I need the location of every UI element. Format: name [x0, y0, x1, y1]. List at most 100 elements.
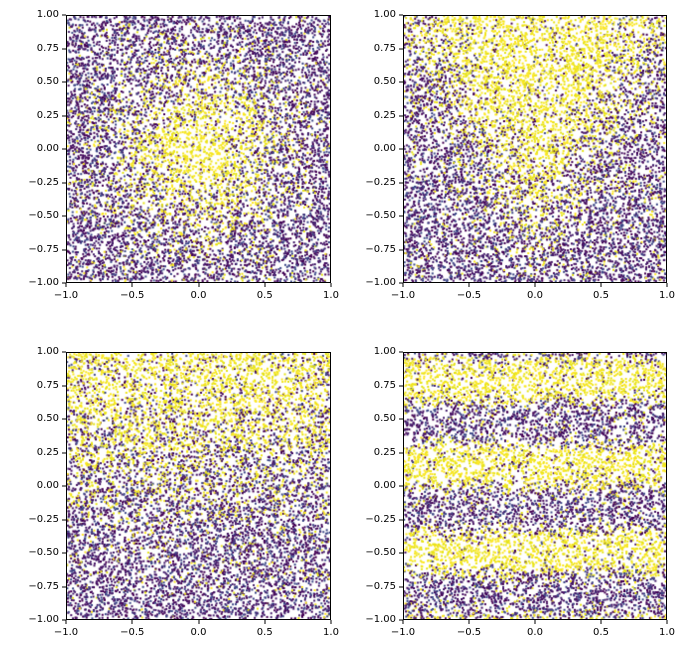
subplot-top-right: −1.00 −0.75 −0.50 −0.25 0.00 0.25 0.50 0.75 1.00…: [365, 10, 675, 301]
y-tick-label: −0.50: [28, 547, 59, 558]
y-tick-mark: [62, 552, 66, 554]
y-tick-mark: [399, 586, 403, 587]
y-tick-label: −0.50: [365, 547, 396, 558]
y-tick-mark: [62, 351, 66, 353]
y-tick-mark: [62, 81, 66, 83]
x-tick-mark: [534, 283, 536, 287]
x-tick-label: 1.0: [323, 290, 339, 301]
y-tick-label: −1.00: [365, 614, 396, 625]
x-tick-mark: [264, 283, 266, 287]
x-tick-mark: [264, 620, 266, 624]
y-tick-mark: [62, 519, 66, 520]
x-tick-label: −1.0: [53, 627, 79, 638]
y-tick-label: −0.50: [28, 210, 59, 221]
scatter-plot-top-left: [66, 15, 331, 283]
x-tick-mark: [198, 620, 199, 624]
scatter-plot-bottom-right: [403, 352, 667, 620]
y-tick-mark: [62, 48, 66, 49]
y-tick-mark: [399, 552, 403, 554]
x-tick-label: 1.0: [659, 627, 675, 638]
y-tick-label: −0.25: [365, 513, 396, 525]
y-tick-label: 1.00: [373, 9, 396, 20]
y-tick-label: 0.25: [36, 446, 59, 458]
y-tick-label: 0.50: [36, 76, 59, 87]
y-tick-mark: [399, 182, 403, 183]
x-tick-mark: [65, 283, 67, 287]
y-tick-mark: [399, 215, 403, 217]
y-tick-mark: [62, 215, 66, 217]
x-tick-label: 0.5: [256, 290, 273, 301]
y-tick-label: −0.50: [365, 210, 396, 221]
y-tick-mark: [399, 249, 403, 250]
y-tick-label: 1.00: [36, 9, 59, 20]
y-tick-mark: [399, 81, 403, 83]
x-tick-label: −1.0: [390, 290, 416, 301]
y-tick-mark: [62, 115, 66, 116]
y-tick-mark: [399, 418, 403, 420]
y-tick-mark: [62, 452, 66, 453]
y-tick-mark: [62, 385, 66, 386]
y-tick-mark: [399, 14, 403, 16]
x-tick-mark: [402, 620, 404, 624]
x-tick-mark: [330, 620, 332, 624]
x-tick-label: −0.5: [120, 627, 145, 638]
x-tick-label: 0.5: [256, 627, 273, 638]
x-tick-label: 0.0: [527, 290, 543, 301]
subplot-bottom-right: −1.00 −0.75 −0.50 −0.25 0.00 0.25 0.50 0.75 1.00…: [365, 347, 675, 638]
y-tick-label: −0.25: [28, 176, 59, 188]
y-tick-mark: [62, 586, 66, 587]
y-tick-label: 0.75: [373, 379, 396, 391]
y-tick-label: −1.00: [28, 277, 59, 288]
y-tick-mark: [62, 418, 66, 420]
subplot-top-left: −1.00 −0.75 −0.50 −0.25 0.00 0.25 0.50 0.75 1.00…: [28, 10, 339, 301]
y-tick-mark: [62, 249, 66, 250]
y-tick-mark: [399, 485, 403, 487]
x-tick-label: −0.5: [120, 290, 145, 301]
y-tick-label: 0.25: [373, 109, 396, 121]
y-tick-mark: [62, 182, 66, 183]
scatter-plot-bottom-left: [66, 352, 331, 620]
x-tick-label: −0.5: [456, 290, 482, 301]
x-tick-label: 1.0: [323, 627, 339, 638]
y-tick-label: −1.00: [28, 614, 59, 625]
y-tick-mark: [399, 351, 403, 353]
y-tick-label: 0.75: [36, 42, 59, 54]
y-tick-label: 0.50: [36, 413, 59, 424]
y-tick-mark: [399, 115, 403, 116]
y-tick-label: 0.00: [36, 143, 59, 154]
x-tick-label: −1.0: [53, 290, 79, 301]
y-tick-mark: [62, 148, 66, 150]
y-tick-label: −0.75: [365, 243, 396, 255]
y-tick-mark: [62, 485, 66, 487]
x-tick-mark: [600, 620, 602, 624]
x-tick-mark: [131, 620, 133, 624]
y-tick-label: 0.00: [373, 143, 396, 154]
y-tick-label: 0.50: [373, 413, 396, 424]
y-tick-label: −1.00: [365, 277, 396, 288]
y-tick-label: −0.75: [365, 580, 396, 592]
x-tick-label: 0.0: [527, 627, 543, 638]
y-tick-mark: [62, 282, 66, 284]
y-tick-label: 0.00: [373, 480, 396, 491]
x-tick-mark: [65, 620, 67, 624]
y-tick-label: −0.25: [365, 176, 396, 188]
y-tick-label: 0.00: [36, 480, 59, 491]
x-tick-label: −0.5: [456, 627, 482, 638]
y-tick-label: 1.00: [373, 346, 396, 357]
y-tick-mark: [399, 385, 403, 386]
x-tick-mark: [330, 283, 332, 287]
y-tick-label: 0.25: [373, 446, 396, 458]
x-tick-label: 0.0: [190, 627, 207, 638]
x-tick-label: 0.5: [593, 290, 609, 301]
x-tick-mark: [131, 283, 133, 287]
y-tick-label: 0.25: [36, 109, 59, 121]
x-tick-mark: [468, 283, 470, 287]
y-tick-label: 0.75: [373, 42, 396, 54]
x-tick-mark: [468, 620, 470, 624]
x-tick-mark: [534, 620, 536, 624]
y-tick-label: −0.25: [28, 513, 59, 525]
y-tick-mark: [62, 619, 66, 621]
y-tick-mark: [399, 619, 403, 621]
x-tick-mark: [666, 283, 668, 287]
